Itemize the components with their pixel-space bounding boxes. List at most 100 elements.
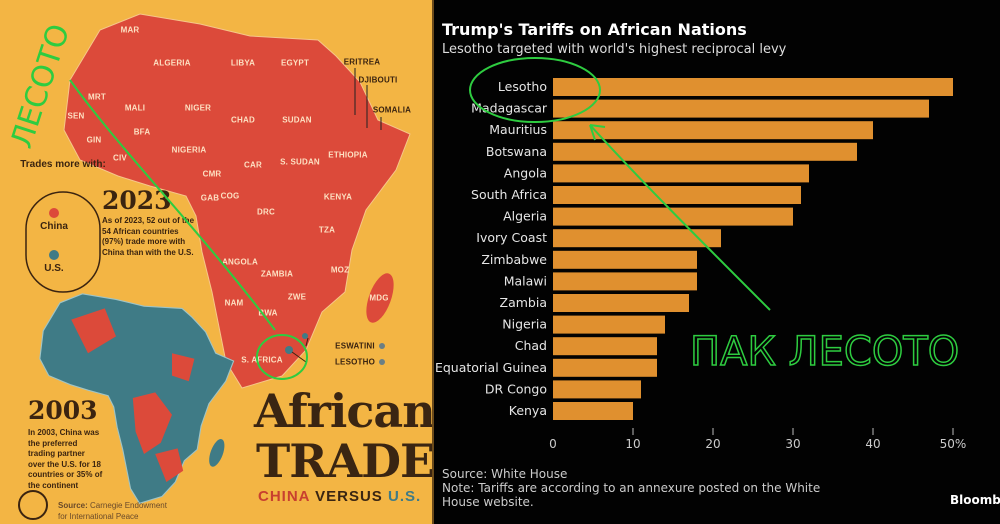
map-label: ANGOLA	[222, 257, 258, 267]
legend-us: U.S.	[44, 263, 64, 274]
bar	[553, 229, 721, 248]
category-label: Lesotho	[498, 79, 547, 94]
category-label: Chad	[515, 338, 547, 353]
madagascar-shape	[366, 273, 394, 323]
map-label: NIGER	[184, 103, 212, 113]
bar	[553, 99, 929, 118]
category-label: Algeria	[503, 209, 547, 224]
category-label: Zimbabwe	[481, 252, 547, 267]
legend-pill	[25, 191, 101, 293]
map-label: CHAD	[231, 115, 255, 125]
map-label: SEN	[67, 111, 85, 121]
bar-chart: Lesotho Madagascar Mauritius Botswana Angola…	[435, 78, 967, 451]
bar	[553, 78, 953, 96]
tick-label: 30	[785, 437, 800, 451]
bar	[553, 380, 641, 399]
text-2023: As of 2023, 52 out of the 54 African cou…	[102, 216, 195, 257]
tick-label: 50%	[940, 437, 967, 451]
category-label: Mauritius	[489, 122, 547, 137]
map-label: MAR	[120, 25, 140, 35]
map-label: ESWATINI	[335, 341, 375, 351]
map-label: MRT	[88, 92, 106, 102]
brand-logo: Bloomberg	[950, 493, 1000, 507]
bar	[553, 272, 697, 291]
bar	[553, 294, 689, 312]
tick-label: 20	[705, 437, 720, 451]
text-2003: In 2003, China was the preferred trading…	[28, 428, 103, 490]
map-label: LESOTHO	[334, 357, 376, 367]
african-trade-infographic: MAR ALGERIA LIBYA EGYPT ERITREA DJIBOUTI…	[0, 0, 432, 524]
category-label: Malawi	[504, 273, 547, 288]
year-2003: 2003	[28, 396, 98, 425]
bar	[553, 402, 633, 420]
map-label: EGYPT	[280, 58, 310, 68]
source-note: Source: Carnegie Endowment for Internati…	[58, 500, 178, 522]
category-label: Kenya	[509, 403, 547, 418]
bar	[553, 358, 657, 377]
category-label: Angola	[504, 165, 547, 180]
map-label: KENYA	[323, 192, 353, 202]
category-label: Madagascar	[471, 101, 548, 116]
category-label: South Africa	[471, 187, 547, 202]
map-label: CIV	[113, 153, 127, 163]
subtitle-china: CHINA	[258, 488, 310, 505]
map-label: ETHIOPIA	[328, 150, 368, 160]
map-label: ALGERIA	[153, 58, 191, 68]
title-trade: TRADE	[256, 434, 432, 488]
map-label: BFA	[133, 127, 151, 137]
china-dot	[49, 208, 59, 218]
map-label: GAB	[200, 193, 220, 203]
map-label: TZA	[318, 225, 336, 235]
map-label: CMR	[202, 169, 222, 179]
tick-label: 40	[865, 437, 880, 451]
bar	[553, 315, 665, 334]
map-label: NIGERIA	[171, 145, 207, 155]
category-label: DR Congo	[485, 381, 547, 396]
subtitle-versus: VERSUS	[315, 488, 383, 505]
subtitle-us: U.S.	[387, 488, 422, 505]
map-label: CAR	[244, 160, 262, 170]
source-text: Carnegie Endowment for International Pea…	[58, 501, 167, 521]
chart-note: Note: Tariffs are according to an annexu…	[442, 481, 821, 509]
legend-china: China	[40, 221, 68, 232]
chart-source: Source: White House	[442, 467, 568, 481]
map-label: NAM	[224, 298, 244, 308]
bar	[553, 164, 809, 183]
category-label: Nigeria	[502, 317, 547, 332]
map-label: MOZ	[330, 265, 350, 275]
map-label: COG	[220, 191, 240, 201]
map-label: ERITREA	[343, 57, 381, 67]
map-label: MALI	[124, 103, 146, 113]
bar	[553, 142, 857, 161]
map-label: DRC	[257, 207, 275, 217]
bar	[553, 337, 657, 356]
bar	[553, 207, 793, 226]
title-african: African	[254, 384, 432, 438]
map-label: S. SUDAN	[280, 157, 320, 167]
year-2023: 2023	[102, 186, 172, 215]
map-label: SUDAN	[282, 115, 312, 125]
category-label: Ivory Coast	[476, 230, 547, 245]
source-label: Source:	[58, 501, 88, 510]
map-label: S. AFRICA	[241, 355, 283, 365]
map-label: BWA	[258, 308, 278, 318]
category-label: Zambia	[500, 295, 547, 310]
bar	[553, 186, 801, 204]
category-label: Equatorial Guinea	[435, 360, 547, 375]
bar	[553, 250, 697, 269]
tick-label: 10	[625, 437, 640, 451]
map-label: LIBYA	[230, 58, 256, 68]
bar	[553, 121, 873, 140]
chart-title: Trump's Tariffs on African Nations	[442, 20, 747, 39]
us-dot	[49, 250, 59, 260]
category-label: Botswana	[486, 144, 547, 159]
title-subtitle: CHINA VERSUS U.S.	[258, 488, 421, 505]
map-label: DJIBOUTI	[358, 75, 398, 85]
map-label: ZAMBIA	[260, 269, 294, 279]
chart-subtitle: Lesotho targeted with world's highest re…	[442, 42, 787, 57]
tariff-chart-panel: Trump's Tariffs on African Nations Lesot…	[432, 0, 1000, 524]
tick-label: 0	[549, 437, 557, 451]
lesotho-marker	[285, 346, 293, 354]
eswatini-marker	[302, 333, 308, 339]
legend-title: Trades more with:	[20, 159, 106, 170]
